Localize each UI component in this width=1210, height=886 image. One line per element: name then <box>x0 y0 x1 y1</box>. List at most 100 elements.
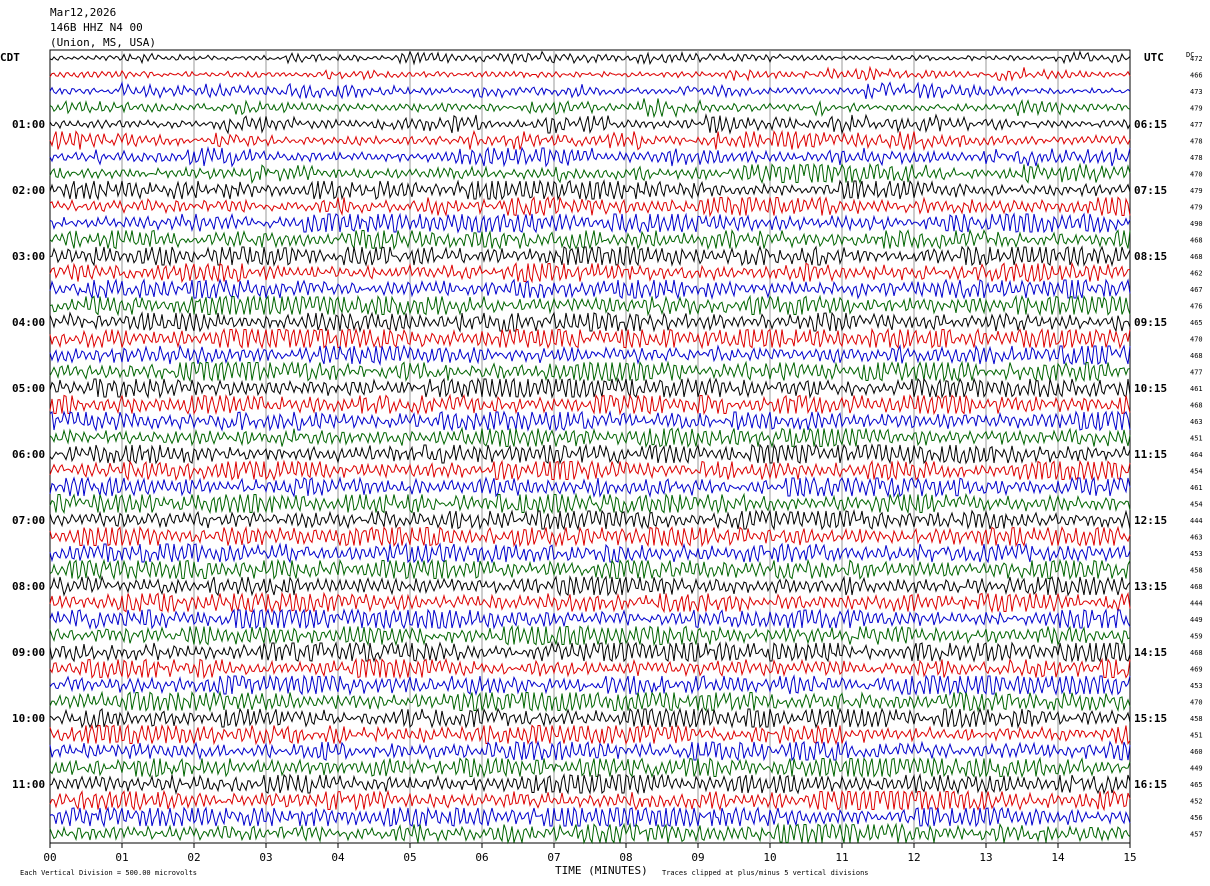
dc-value: 456 <box>1190 814 1203 822</box>
dc-value: 469 <box>1190 666 1203 674</box>
plot-frame <box>49 49 1131 844</box>
trace <box>49 723 1131 746</box>
left-time-label: 02:00 <box>12 184 45 197</box>
trace <box>49 98 1131 119</box>
trace <box>49 756 1131 779</box>
trace <box>49 129 1131 151</box>
dc-value: 472 <box>1190 55 1203 63</box>
dc-value: 451 <box>1190 732 1203 740</box>
right-time-label: 15:15 <box>1134 712 1167 725</box>
dc-value: 451 <box>1190 435 1203 443</box>
dc-value: 468 <box>1190 583 1203 591</box>
trace <box>49 393 1131 416</box>
trace <box>49 657 1131 680</box>
dc-value: 454 <box>1190 501 1203 509</box>
trace <box>49 789 1131 812</box>
right-time-label: 07:15 <box>1134 184 1167 197</box>
trace <box>49 146 1131 168</box>
trace <box>49 575 1131 597</box>
trace <box>49 690 1131 713</box>
x-tick-label: 14 <box>1051 851 1065 864</box>
x-axis-title: TIME (MINUTES) <box>555 864 648 877</box>
trace <box>49 278 1131 300</box>
dc-value: 465 <box>1190 781 1203 789</box>
dc-value: 479 <box>1190 105 1203 113</box>
x-tick-label: 15 <box>1123 851 1136 864</box>
dc-value: 470 <box>1190 699 1203 707</box>
left-time-label: 07:00 <box>12 514 45 527</box>
right-time-label: 09:15 <box>1134 316 1167 329</box>
dc-value: 460 <box>1190 748 1203 756</box>
dc-value: 463 <box>1190 418 1203 426</box>
trace <box>49 608 1131 630</box>
dc-value: 461 <box>1190 484 1203 492</box>
dc-title: DC <box>1186 51 1194 59</box>
dc-value: 473 <box>1190 88 1203 96</box>
x-tick-label: 13 <box>979 851 992 864</box>
trace <box>49 327 1131 350</box>
dc-value: 478 <box>1190 154 1203 162</box>
trace <box>49 360 1131 383</box>
trace <box>49 50 1131 66</box>
location: (Union, MS, USA) <box>50 36 156 49</box>
right-time-label: 13:15 <box>1134 580 1167 593</box>
trace <box>49 459 1131 482</box>
dc-value: 467 <box>1190 286 1203 294</box>
left-time-label: 05:00 <box>12 382 45 395</box>
trace <box>49 674 1131 696</box>
right-time-label: 12:15 <box>1134 514 1167 527</box>
dc-value: 444 <box>1190 517 1203 525</box>
trace <box>49 525 1131 548</box>
trace <box>49 624 1131 647</box>
date: Mar12,2026 <box>50 6 116 19</box>
x-tick-label: 02 <box>187 851 200 864</box>
trace <box>49 196 1131 218</box>
trace <box>49 81 1131 100</box>
trace <box>49 179 1131 201</box>
dc-value: 470 <box>1190 171 1203 179</box>
trace <box>49 542 1131 564</box>
dc-value: 464 <box>1190 451 1203 459</box>
dc-value: 468 <box>1190 253 1203 261</box>
x-tick-label: 07 <box>547 851 560 864</box>
dc-value: 458 <box>1190 567 1203 575</box>
dc-value: 468 <box>1190 402 1203 410</box>
right-time-label: 14:15 <box>1134 646 1167 659</box>
left-time-label: 03:00 <box>12 250 45 263</box>
x-tick-label: 04 <box>331 851 345 864</box>
dc-value: 454 <box>1190 468 1203 476</box>
right-time-label: 08:15 <box>1134 250 1167 263</box>
x-tick-label: 03 <box>259 851 272 864</box>
left-time-label: 10:00 <box>12 712 45 725</box>
dc-value: 466 <box>1190 72 1203 80</box>
dc-value: 444 <box>1190 600 1203 608</box>
right-time-label: 10:15 <box>1134 382 1167 395</box>
trace <box>49 591 1131 614</box>
trace <box>49 113 1131 135</box>
left-time-label: 01:00 <box>12 118 45 131</box>
dc-value: 479 <box>1190 187 1203 195</box>
trace <box>49 162 1131 185</box>
trace <box>49 476 1131 498</box>
dc-value: 468 <box>1190 352 1203 360</box>
clip-note: Traces clipped at plus/minus 5 vertical … <box>662 869 869 877</box>
trace <box>49 707 1131 729</box>
dc-value: 458 <box>1190 715 1203 723</box>
trace <box>49 492 1131 515</box>
scale-note: Each Vertical Division = 500.00 microvol… <box>20 869 197 877</box>
dc-value: 479 <box>1190 204 1203 212</box>
trace <box>49 641 1131 663</box>
x-tick-label: 01 <box>115 851 128 864</box>
trace <box>49 558 1131 581</box>
x-tick-label: 08 <box>619 851 632 864</box>
trace <box>49 740 1131 762</box>
trace <box>49 426 1131 449</box>
right-time-label: 06:15 <box>1134 118 1167 131</box>
dc-value: 465 <box>1190 319 1203 327</box>
station: 146B HHZ N4 00 <box>50 21 143 34</box>
x-tick-label: 06 <box>475 851 488 864</box>
left-axis-title: CDT <box>0 51 20 64</box>
trace <box>49 311 1131 333</box>
x-tick-label: 05 <box>403 851 416 864</box>
